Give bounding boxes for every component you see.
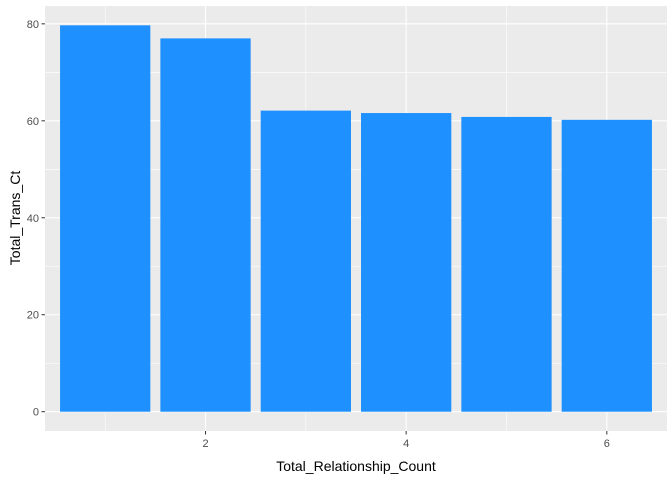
x-tick-label: 6 [604,438,610,450]
x-axis-title: Total_Relationship_Count [276,458,436,474]
y-tick-label: 80 [27,19,39,31]
bars [60,25,652,412]
bar-1 [60,25,151,412]
y-tick-label: 0 [33,407,39,419]
y-axis-ticks: 0 20 40 60 80 [27,19,45,419]
x-tick-label: 4 [403,438,409,450]
y-tick-label: 60 [27,116,39,128]
x-axis-ticks: 2 4 6 [202,431,610,450]
bar-5 [461,116,552,412]
y-axis-title: Total_Trans_Ct [7,171,23,266]
y-tick-label: 40 [27,213,39,225]
bar-6 [561,119,652,412]
bar-3 [260,110,351,412]
bar-2 [160,38,251,412]
y-tick-label: 20 [27,310,39,322]
bar-4 [361,113,452,412]
x-tick-label: 2 [202,438,208,450]
